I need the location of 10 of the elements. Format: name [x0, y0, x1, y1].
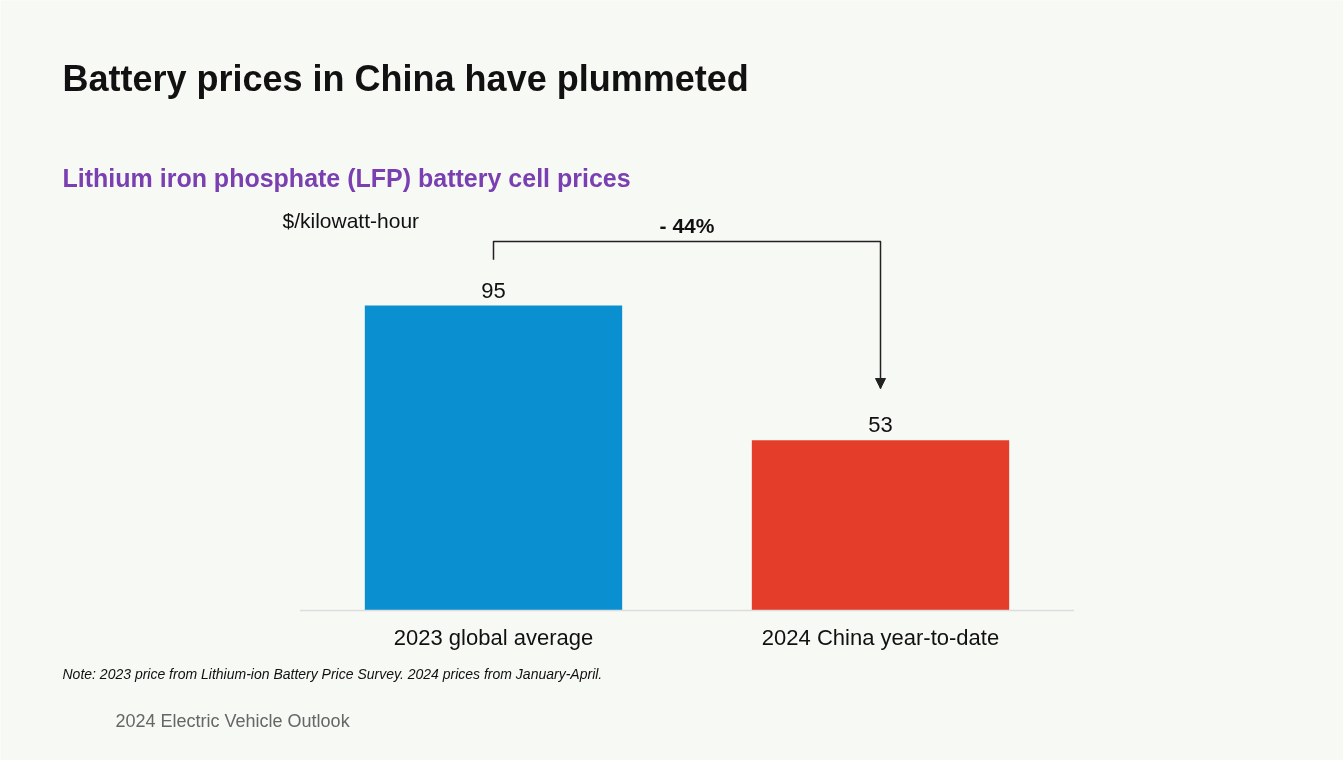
x-tick-label: 2024 China year-to-date	[761, 624, 1000, 650]
data-label: 95	[481, 277, 506, 303]
y-axis-title: $/kilowatt-hour	[282, 209, 420, 232]
data-label: 53	[868, 412, 893, 438]
text: - 44%	[659, 214, 715, 238]
chart-title: Battery prices in China have plummeted	[62, 58, 749, 99]
chart-subtitle: Lithium iron phosphate (LFP) battery cell prices	[62, 163, 631, 192]
text: Note: 2023 price from Lithium-ion Battery Price Survey. 2024 prices from January-April.	[62, 665, 603, 682]
text: 2024 Electric Vehicle Outlook	[115, 710, 351, 731]
x-tick-label: 2023 global average	[393, 624, 594, 650]
